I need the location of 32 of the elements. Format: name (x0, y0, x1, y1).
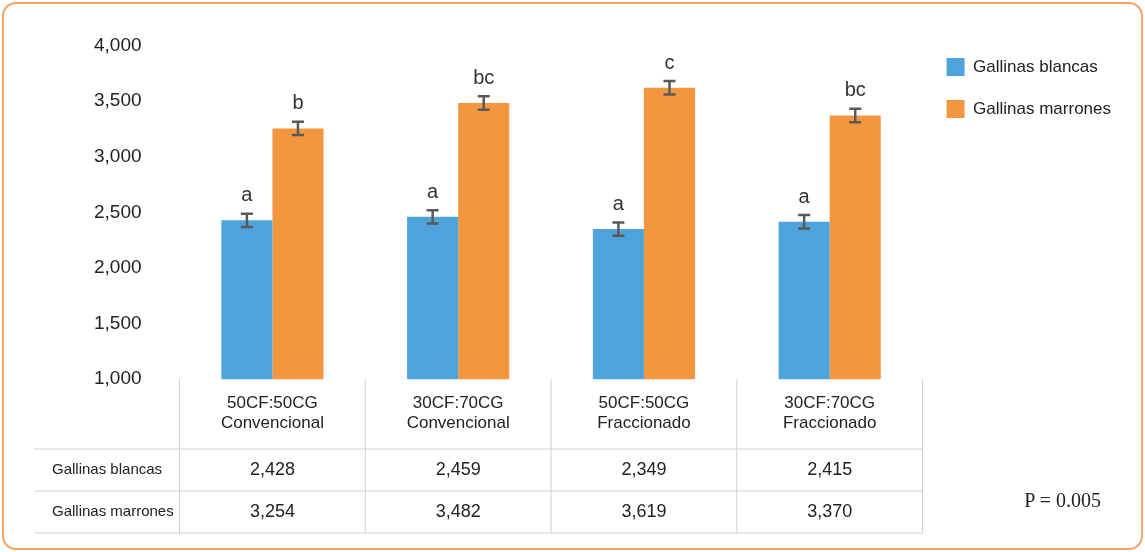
annotation: bc (473, 65, 495, 88)
legend-label: Gallinas blancas (973, 56, 1098, 76)
y-tick-label: 2,000 (94, 256, 142, 278)
text: Gallinas blancas (52, 460, 163, 478)
data-label: 3,370 (807, 500, 853, 521)
y-tick-label: 1,500 (94, 311, 142, 333)
text: P = 0.005 (1024, 489, 1101, 512)
annotation: a (427, 179, 440, 202)
annotation: a (798, 184, 811, 207)
data-label: 2,415 (807, 458, 853, 479)
x-tick-label: 30CF:70CG Fraccionado (782, 393, 877, 433)
x-tick-label: 30CF:70CG Convencional (406, 393, 510, 433)
data-label: 3,619 (621, 500, 667, 521)
x-tick-label: 50CF:50CG Convencional (220, 393, 324, 433)
y-tick-label: 1,000 (94, 367, 142, 389)
y-tick-label: 3,000 (94, 144, 142, 166)
y-tick-label: 3,500 (94, 89, 142, 111)
annotation: a (612, 191, 625, 214)
data-label: 2,459 (435, 458, 481, 479)
data-label: 2,428 (249, 458, 295, 479)
text: Gallinas marrones (52, 502, 174, 520)
y-tick-label: 4,000 (94, 33, 142, 55)
y-tick-label: 2,500 (94, 200, 142, 222)
data-label: 3,482 (435, 500, 481, 521)
legend-label: Gallinas marrones (973, 98, 1112, 118)
data-label: 2,349 (621, 458, 667, 479)
annotation: c (664, 50, 675, 73)
data-label: 3,254 (249, 500, 295, 521)
x-tick-label: 50CF:50CG Fraccionado (597, 393, 691, 433)
annotation: b (292, 91, 304, 114)
annotation: bc (844, 78, 866, 101)
annotation: a (241, 183, 254, 206)
